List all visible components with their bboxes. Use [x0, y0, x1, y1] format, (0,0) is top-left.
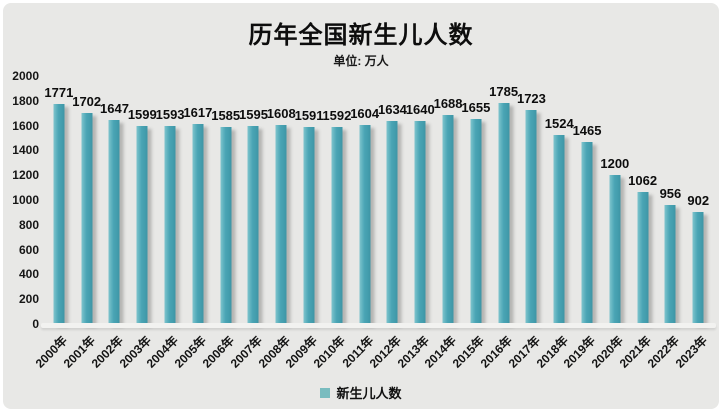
- bar-column: 1608 2008年: [255, 76, 296, 371]
- bar-column: 1595 2007年: [228, 76, 268, 370]
- bar-value-label: 1524: [544, 116, 574, 132]
- bar: [664, 205, 676, 324]
- y-axis-tick: 400: [18, 267, 39, 282]
- bar-value-label: 1771: [44, 85, 74, 101]
- bar: [108, 119, 120, 324]
- bar-column: 1723 2017年: [506, 76, 546, 370]
- bar-value-label: 1592: [322, 107, 352, 123]
- bar-column: 1585 2006年: [200, 76, 241, 370]
- bar-value-label: 1608: [266, 105, 296, 121]
- bar: [609, 175, 621, 324]
- bar-column: 1640 2013年: [394, 76, 435, 371]
- bar: [359, 125, 371, 324]
- bar-column: 1702 2001年: [61, 76, 102, 371]
- bar: [164, 126, 176, 324]
- y-axis-tick: 1600: [12, 118, 39, 133]
- legend-swatch-icon: [320, 387, 331, 398]
- chart-card: 历年全国新生儿人数 单位: 万人 0 200 400 600 800 1000 1200 14…: [3, 3, 719, 409]
- bar-value-label: 1599: [127, 106, 157, 122]
- bar-value-label: 1062: [628, 173, 658, 189]
- chart-subtitle: 单位: 万人: [333, 54, 389, 68]
- bar: [220, 127, 232, 324]
- bar-column: 1688 2014年: [422, 76, 463, 371]
- y-axis-tick: 2000: [12, 69, 39, 83]
- bar: [553, 135, 565, 324]
- bar-column: 1785 2016年: [478, 76, 519, 371]
- bar: [525, 110, 537, 324]
- bar-value-label: 1200: [600, 156, 630, 172]
- bar-value-label: 1591: [294, 107, 324, 123]
- bar-value-label: 1593: [155, 107, 185, 123]
- chart-title: 历年全国新生儿人数: [248, 22, 474, 49]
- bar-column: 1599 2003年: [116, 76, 157, 371]
- bar: [192, 123, 204, 324]
- bar: [81, 112, 93, 324]
- bar-value-label: 1688: [433, 95, 463, 111]
- bar-value-label: 1723: [516, 91, 546, 107]
- bar-value-label: 1640: [405, 101, 435, 117]
- bar-column: 902 2023年: [672, 76, 712, 371]
- bar-column: 1592 2010年: [311, 76, 352, 371]
- y-axis-tick: 1400: [12, 143, 39, 158]
- bar-column: 1604 2011年: [339, 76, 380, 370]
- bar-value-label: 1604: [350, 106, 380, 122]
- bar-column: 1524 2018年: [533, 76, 574, 371]
- plot-area: 1771 2000年 1702 2001年 1647 2002年 1599 2003年 1593…: [33, 76, 716, 371]
- y-axis-tick: 1200: [12, 168, 39, 183]
- bar-value-label: 956: [659, 186, 682, 202]
- bar: [470, 118, 482, 324]
- bar: [386, 121, 398, 324]
- bar-value-label: 1585: [211, 108, 241, 124]
- bar: [331, 126, 343, 324]
- y-axis-tick: 800: [18, 217, 39, 232]
- bar: [275, 124, 287, 324]
- bar-value-label: 902: [687, 193, 710, 209]
- bar: [692, 212, 704, 324]
- bar-column: 1634 2012年: [367, 76, 407, 370]
- bar: [136, 125, 148, 324]
- bar: [442, 114, 454, 324]
- bar-column: 1655 2015年: [450, 76, 491, 371]
- bar-value-label: 1785: [489, 83, 519, 99]
- bar-value-label: 1595: [239, 107, 268, 123]
- legend: 新生儿人数: [3, 383, 719, 402]
- y-axis-tick: 1800: [12, 93, 39, 108]
- bar: [247, 126, 259, 324]
- bar-column: 1617 2005年: [172, 76, 213, 371]
- bar-column: 1593 2004年: [144, 76, 185, 370]
- bar-column: 1647 2002年: [89, 76, 129, 371]
- bar: [498, 102, 510, 324]
- bar-column: 1062 2021年: [617, 76, 658, 370]
- y-axis: 0 200 400 600 800 1000 1200 1400 1600 1800 2000: [3, 70, 41, 330]
- legend-label: 新生儿人数: [336, 386, 402, 401]
- y-axis-tick: 1000: [12, 193, 39, 207]
- y-axis-tick: 600: [18, 242, 39, 257]
- bar: [303, 126, 315, 324]
- bar: [581, 142, 593, 324]
- bar: [53, 104, 65, 324]
- bar-value-label: 1634: [377, 102, 407, 118]
- bar-column: 1591 2009年: [283, 76, 324, 371]
- bar-column: 956 2022年: [644, 76, 685, 370]
- y-axis-tick: 200: [18, 292, 39, 307]
- y-axis-tick: 0: [32, 317, 39, 331]
- bar-column: 1200 2020年: [589, 76, 630, 370]
- bar-value-label: 1465: [572, 123, 602, 139]
- bar-value-label: 1647: [100, 100, 129, 116]
- bar: [637, 192, 649, 324]
- bar-value-label: 1655: [461, 99, 491, 115]
- bar-column: 1465 2019年: [561, 76, 602, 370]
- bar-value-label: 1617: [183, 104, 213, 120]
- bar-column: 1771 2000年: [33, 76, 74, 370]
- bar-value-label: 1702: [72, 93, 102, 109]
- bar: [414, 120, 426, 324]
